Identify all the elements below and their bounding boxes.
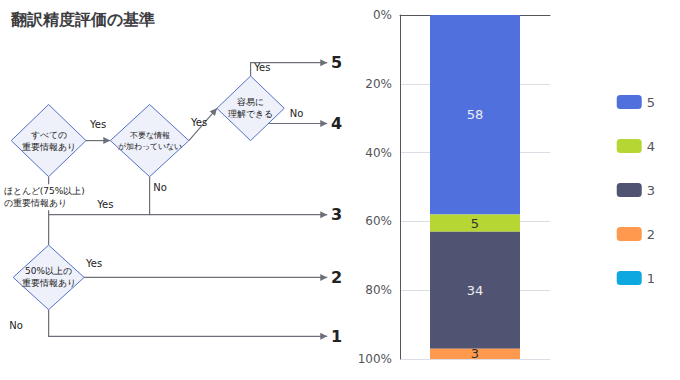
svg-text:容易に: 容易に	[237, 97, 264, 107]
svg-text:理解できる: 理解できる	[228, 109, 273, 119]
svg-text:No: No	[153, 182, 167, 193]
svg-text:Yes: Yes	[190, 117, 207, 128]
svg-text:80%: 80%	[365, 283, 392, 297]
svg-text:4: 4	[331, 114, 342, 133]
svg-text:58: 58	[467, 107, 484, 122]
svg-text:が加わっていない: が加わっていない	[118, 142, 182, 151]
svg-text:1: 1	[647, 271, 655, 286]
svg-text:3: 3	[331, 205, 342, 224]
svg-text:0%: 0%	[373, 8, 392, 22]
svg-text:2: 2	[647, 227, 655, 242]
svg-text:不要な情報: 不要な情報	[130, 131, 170, 140]
svg-text:5: 5	[647, 95, 655, 110]
svg-text:Yes: Yes	[85, 258, 102, 269]
svg-text:No: No	[290, 108, 304, 119]
svg-text:重要情報あり: 重要情報あり	[22, 278, 76, 288]
svg-text:Yes: Yes	[89, 119, 106, 130]
svg-text:40%: 40%	[365, 146, 392, 160]
svg-text:50%以上の: 50%以上の	[25, 266, 72, 276]
svg-text:翻訳精度評価の基準: 翻訳精度評価の基準	[10, 10, 155, 29]
svg-text:2: 2	[331, 268, 342, 287]
svg-text:5: 5	[471, 216, 479, 231]
svg-text:重要情報あり: 重要情報あり	[22, 142, 76, 152]
svg-text:1: 1	[331, 327, 342, 346]
svg-text:4: 4	[647, 139, 655, 154]
svg-text:3: 3	[647, 183, 655, 198]
svg-text:100%: 100%	[358, 352, 392, 366]
svg-text:60%: 60%	[365, 214, 392, 228]
svg-text:Yes: Yes	[253, 62, 270, 73]
svg-text:の重要情報あり: の重要情報あり	[4, 198, 67, 208]
svg-text:ほとんど(75%以上): ほとんど(75%以上)	[4, 186, 85, 196]
svg-text:すべての: すべての	[31, 130, 67, 140]
svg-text:3: 3	[471, 346, 479, 361]
svg-text:Yes: Yes	[96, 199, 113, 210]
svg-text:20%: 20%	[365, 77, 392, 91]
svg-text:34: 34	[467, 283, 484, 298]
svg-text:No: No	[9, 320, 23, 331]
svg-text:5: 5	[331, 53, 342, 72]
